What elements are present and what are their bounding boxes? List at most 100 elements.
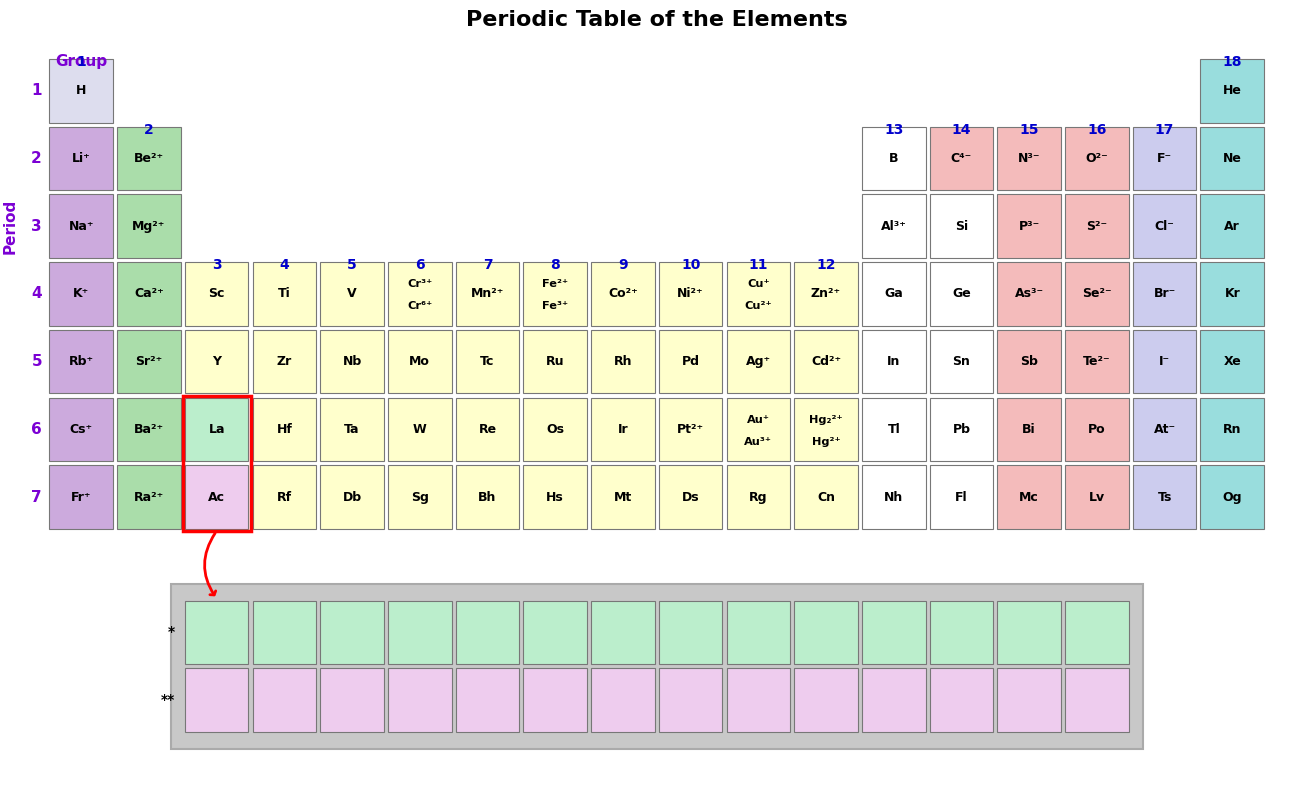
Bar (1200, 127, 1264, 191)
Bar (1200, 262, 1264, 326)
Text: 1: 1 (77, 55, 86, 69)
Bar (1132, 262, 1196, 326)
Bar (1065, 398, 1128, 461)
Bar (862, 465, 926, 529)
Bar (930, 195, 993, 258)
Text: 17: 17 (1154, 123, 1174, 137)
Text: Co²⁺: Co²⁺ (608, 287, 638, 301)
Bar (185, 262, 248, 326)
Bar (997, 195, 1061, 258)
Bar (387, 600, 451, 664)
Text: S²⁻: S²⁻ (1087, 220, 1108, 233)
Text: 6: 6 (415, 259, 425, 272)
Text: Ne: Ne (1223, 152, 1242, 165)
Bar (456, 668, 519, 732)
Text: Ar: Ar (1225, 220, 1240, 233)
Bar (659, 398, 723, 461)
Bar (1065, 600, 1128, 664)
Bar (252, 330, 316, 393)
Text: Hs: Hs (546, 490, 564, 504)
Bar (117, 465, 181, 529)
Bar (659, 262, 723, 326)
Bar (727, 330, 790, 393)
Text: 9: 9 (618, 259, 628, 272)
Bar (1065, 127, 1128, 191)
Bar (794, 668, 858, 732)
Bar (183, 396, 251, 531)
Bar (320, 668, 384, 732)
Bar (659, 465, 723, 529)
Bar (320, 262, 384, 326)
Bar (1065, 668, 1128, 732)
Text: In: In (887, 355, 901, 368)
Text: 1: 1 (31, 83, 42, 98)
Text: 2: 2 (31, 151, 42, 166)
Bar (1132, 465, 1196, 529)
Text: Mn²⁺: Mn²⁺ (471, 287, 504, 301)
Text: Nb: Nb (342, 355, 361, 368)
Text: Lv: Lv (1089, 490, 1105, 504)
Text: 2: 2 (144, 123, 153, 137)
Text: At⁻: At⁻ (1153, 423, 1175, 436)
Bar (1132, 195, 1196, 258)
Text: Ge: Ge (952, 287, 971, 301)
Text: Zr: Zr (277, 355, 292, 368)
Text: 4: 4 (280, 259, 289, 272)
Text: H: H (75, 85, 86, 97)
Text: Sb: Sb (1020, 355, 1039, 368)
Text: Xe: Xe (1223, 355, 1242, 368)
Text: Cs⁺: Cs⁺ (70, 423, 92, 436)
Bar (320, 600, 384, 664)
Text: 3: 3 (212, 259, 221, 272)
Bar (997, 668, 1061, 732)
Text: F⁻: F⁻ (1157, 152, 1173, 165)
Bar (862, 127, 926, 191)
Text: La: La (208, 423, 225, 436)
Text: Kr: Kr (1225, 287, 1240, 301)
Bar (794, 262, 858, 326)
Text: As³⁻: As³⁻ (1014, 287, 1044, 301)
Bar (930, 398, 993, 461)
Text: 18: 18 (1222, 55, 1242, 69)
Text: 15: 15 (1019, 123, 1039, 137)
Text: 7: 7 (31, 490, 42, 505)
Text: P³⁻: P³⁻ (1019, 220, 1040, 233)
Text: K⁺: K⁺ (73, 287, 90, 301)
Bar (49, 127, 113, 191)
Text: Cl⁻: Cl⁻ (1154, 220, 1174, 233)
Bar (1200, 330, 1264, 393)
Text: Na⁺: Na⁺ (69, 220, 94, 233)
Text: Ac: Ac (208, 490, 225, 504)
Text: Li⁺: Li⁺ (72, 152, 91, 165)
Text: Ti: Ti (278, 287, 291, 301)
Bar (524, 465, 588, 529)
Bar (659, 668, 723, 732)
Text: Og: Og (1222, 490, 1242, 504)
Text: Tc: Tc (480, 355, 495, 368)
Text: Mo: Mo (410, 355, 430, 368)
Bar (727, 668, 790, 732)
Bar (252, 262, 316, 326)
Text: Se²⁻: Se²⁻ (1082, 287, 1112, 301)
Text: Os: Os (546, 423, 564, 436)
Bar (185, 600, 248, 664)
Bar (320, 465, 384, 529)
Text: 5: 5 (347, 259, 358, 272)
Text: Pb: Pb (953, 423, 971, 436)
Text: 3: 3 (31, 219, 42, 233)
Text: Cd²⁺: Cd²⁺ (811, 355, 841, 368)
Text: 5: 5 (31, 354, 42, 369)
Text: Ni²⁺: Ni²⁺ (677, 287, 703, 301)
Bar (185, 668, 248, 732)
Text: Sg: Sg (411, 490, 429, 504)
Bar (185, 398, 248, 461)
Text: Hg²⁺: Hg²⁺ (811, 437, 840, 447)
Bar (456, 398, 519, 461)
Bar (997, 465, 1061, 529)
Text: Al³⁺: Al³⁺ (881, 220, 906, 233)
Text: Be²⁺: Be²⁺ (134, 152, 164, 165)
Bar (727, 398, 790, 461)
Text: Zn²⁺: Zn²⁺ (811, 287, 841, 301)
Text: He: He (1223, 85, 1242, 97)
Text: *: * (168, 626, 174, 639)
